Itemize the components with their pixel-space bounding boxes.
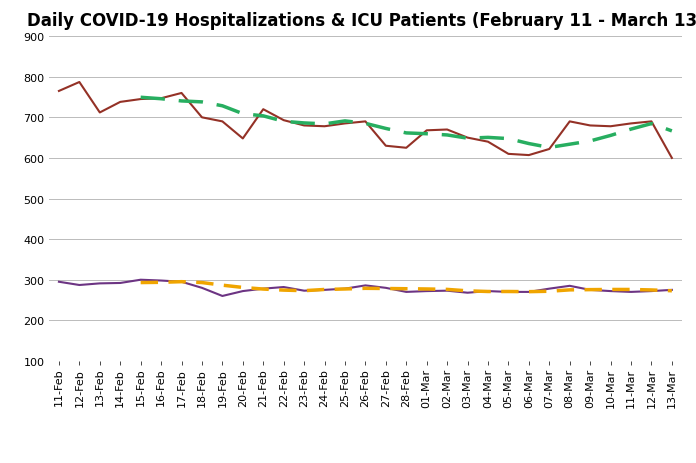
Title: Daily COVID-19 Hospitalizations & ICU Patients (February 11 - March 13): Daily COVID-19 Hospitalizations & ICU Pa… xyxy=(26,12,696,30)
